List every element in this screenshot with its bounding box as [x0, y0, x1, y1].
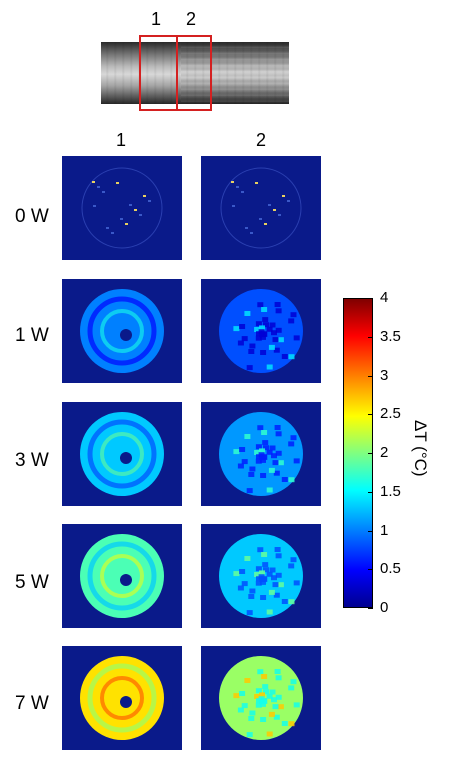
- colorbar-tick-label: 2: [380, 444, 389, 461]
- temperature-map-7w-col1: [62, 646, 182, 750]
- colorbar-tick-mark: [368, 491, 373, 493]
- temperature-map-7w-col2: [201, 646, 321, 750]
- colorbar-tick-label: 0: [380, 599, 389, 616]
- colorbar-tick-label: 3.5: [380, 327, 401, 345]
- colorbar-title: ΔT (°C): [411, 420, 430, 477]
- row-label-1w: 1 W: [15, 325, 49, 346]
- colorbar-tick-mark: [368, 530, 373, 532]
- temperature-map-0w-col2: [201, 156, 321, 260]
- roi-label-2: 2: [186, 9, 197, 29]
- temperature-map-1w-col1: [62, 279, 182, 383]
- row-label-0w: 0 W: [15, 206, 49, 227]
- colorbar-tick-mark: [368, 375, 373, 377]
- temperature-map-1w-col2: [201, 279, 321, 383]
- colorbar-tick-mark: [368, 569, 373, 571]
- colorbar-tick-mark: [368, 336, 373, 338]
- colorbar-tick-label: 1.5: [380, 482, 401, 500]
- temperature-map-3w-col2: [201, 402, 321, 506]
- colorbar-tick-label: 3: [380, 366, 389, 384]
- temperature-map-0w-col1: [62, 156, 182, 260]
- temperature-map-5w-col2: [201, 524, 321, 628]
- roi-label-1: 1: [151, 9, 162, 29]
- column-header-2: 2: [256, 130, 267, 150]
- reference-image: [101, 42, 289, 104]
- colorbar-tick-label: 2.5: [380, 405, 401, 423]
- roi-box-1: [139, 35, 178, 111]
- colorbar-tick-label: 4: [380, 289, 389, 306]
- colorbar-tick-mark: [368, 453, 373, 454]
- colorbar-tick-label: 0.5: [380, 560, 401, 578]
- colorbar-tick-label: 1: [380, 521, 389, 539]
- colorbar-tick-mark: [368, 298, 373, 299]
- temperature-map-5w-col1: [62, 524, 182, 628]
- colorbar-tick-mark: [368, 414, 373, 416]
- row-label-5w: 5 W: [15, 572, 49, 593]
- roi-box-2: [176, 35, 212, 111]
- row-label-3w: 3 W: [15, 450, 49, 471]
- temperature-map-3w-col1: [62, 402, 182, 506]
- row-label-7w: 7 W: [15, 693, 49, 714]
- colorbar-tick-mark: [368, 608, 373, 609]
- column-header-1: 1: [116, 130, 127, 150]
